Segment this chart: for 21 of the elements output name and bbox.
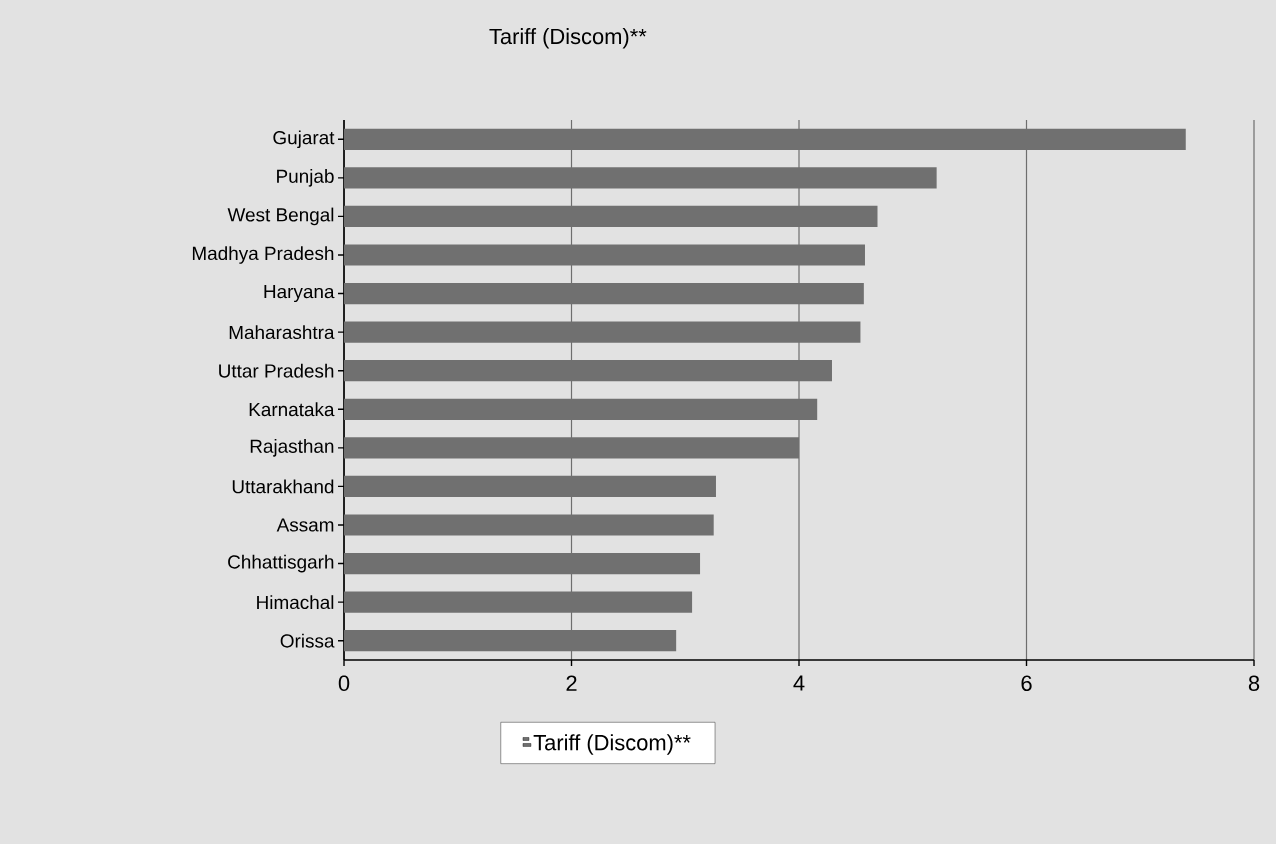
- y-tick-label: Punjab: [277, 169, 334, 187]
- y-tick-label: Rajasthan: [250, 439, 334, 457]
- x-tick-label: 6: [1021, 675, 1032, 692]
- x-tick-label: 4: [793, 675, 805, 691]
- x-tick-label: 8: [1248, 675, 1260, 692]
- x-tick-label: 0: [338, 675, 350, 692]
- y-tick-label: West Bengal: [227, 207, 334, 226]
- chart-title: Tariff (Discom)**: [489, 28, 647, 49]
- y-tick-label: Maharashtra: [229, 325, 335, 340]
- y-tick-label: Uttarakhand: [232, 479, 334, 494]
- y-tick-label: Assam: [276, 518, 334, 532]
- y-tick-label: Chhattisgarh: [228, 554, 334, 573]
- x-tick-label: 2: [566, 675, 577, 691]
- y-tick-label: Madhya Pradesh: [192, 246, 334, 264]
- y-tick-label: Karnataka: [249, 402, 335, 417]
- y-tick-label: Uttar Pradesh: [219, 363, 334, 378]
- y-tick-label: Gujarat: [273, 130, 335, 149]
- y-tick-label: Haryana: [264, 285, 335, 303]
- y-tick-label: Orissa: [280, 633, 335, 648]
- legend-label: Tariff (Discom)**: [533, 734, 691, 755]
- y-tick-label: Himachal: [257, 595, 334, 610]
